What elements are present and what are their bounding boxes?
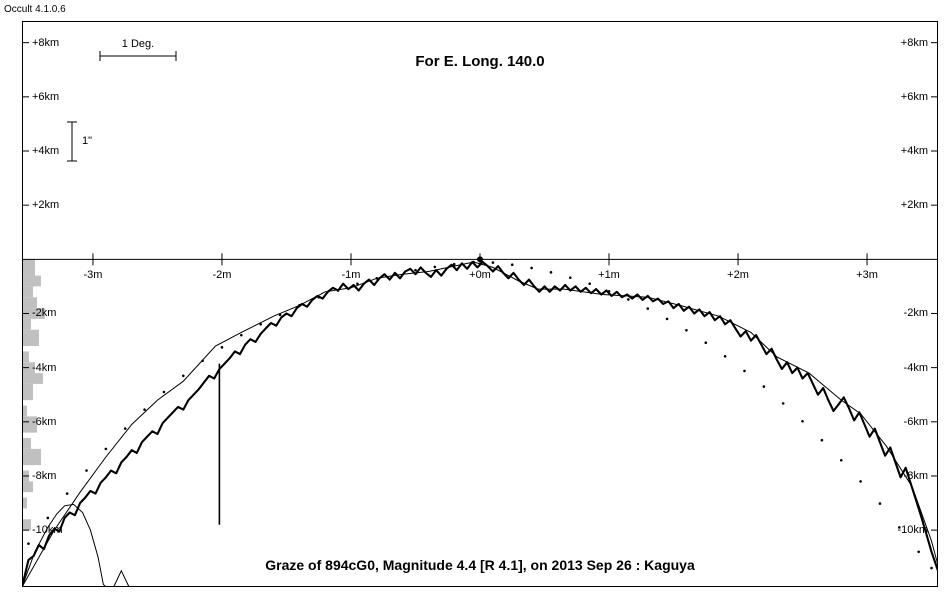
dotted-arc-point — [879, 502, 882, 505]
dotted-arc-point — [414, 269, 417, 272]
gray-bar — [23, 438, 31, 449]
dotted-arc-point — [666, 318, 669, 321]
dotted-arc-point — [569, 276, 572, 279]
gray-bar — [23, 286, 33, 297]
dotted-arc-point — [47, 517, 50, 520]
dotted-arc-point — [163, 391, 166, 394]
dotted-arc-point — [646, 307, 649, 310]
dotted-arc-point — [840, 459, 843, 462]
limb-profile — [22, 262, 938, 587]
gray-bar — [23, 319, 31, 330]
dotted-arc-point — [930, 567, 933, 570]
tick-label: -6km — [904, 416, 928, 428]
gray-bar — [23, 519, 31, 530]
gray-bar — [23, 330, 39, 346]
dotted-arc-point — [685, 329, 688, 332]
dotted-arc-point — [530, 267, 533, 270]
deg-scale-label: 1 Deg. — [122, 38, 154, 50]
dotted-arc-point — [66, 492, 69, 495]
secondary-curve — [22, 504, 129, 587]
dotted-arc-point — [859, 480, 862, 483]
tick-label: +4km — [32, 145, 59, 157]
tick-label: -2km — [904, 307, 928, 319]
plot-canvas — [0, 0, 950, 604]
dotted-arc-point — [917, 550, 920, 553]
gray-bar — [23, 384, 33, 400]
dotted-arc-point — [182, 374, 185, 377]
dotted-arc-point — [511, 263, 514, 266]
plot-title: For E. Long. 140.0 — [415, 53, 544, 70]
gray-bar — [23, 498, 27, 509]
gray-bar — [23, 259, 35, 275]
gray-bar — [23, 406, 27, 417]
tick-label: -8km — [32, 470, 56, 482]
dotted-arc-point — [588, 282, 591, 285]
tick-label: -6km — [32, 416, 56, 428]
dotted-arc-point — [492, 261, 495, 264]
gray-bar — [23, 449, 41, 465]
dotted-arc-point — [221, 346, 224, 349]
tick-label: +8km — [32, 37, 59, 49]
tick-label: +4km — [901, 145, 928, 157]
tick-label: -8km — [904, 470, 928, 482]
dotted-arc-point — [704, 341, 707, 344]
tick-label: +1m — [598, 269, 620, 281]
tick-label: +0m — [469, 269, 491, 281]
smooth-envelope — [22, 262, 938, 587]
tick-label: +2m — [727, 269, 749, 281]
tick-label: +2km — [32, 199, 59, 211]
gray-bar — [23, 373, 43, 384]
tick-label: +3m — [856, 269, 878, 281]
tick-label: -3m — [83, 269, 102, 281]
dotted-arc-point — [124, 427, 127, 430]
dotted-arc-point — [627, 298, 630, 301]
tick-label: +6km — [901, 91, 928, 103]
gray-bar — [23, 276, 41, 287]
gray-bar — [23, 351, 29, 362]
dotted-arc-point — [821, 439, 824, 442]
tick-label: -10km — [32, 524, 63, 536]
tick-label: -1m — [342, 269, 361, 281]
dotted-arc-point — [782, 402, 785, 405]
dotted-arc-point — [434, 266, 437, 269]
dotted-arc-point — [27, 542, 30, 545]
dotted-arc-point — [240, 334, 243, 337]
tick-label: -2km — [32, 307, 56, 319]
dotted-arc-point — [724, 355, 727, 358]
dotted-arc-point — [85, 469, 88, 472]
dotted-arc-point — [105, 448, 108, 451]
dotted-arc-point — [763, 385, 766, 388]
tick-label: +8km — [901, 37, 928, 49]
tick-label: +6km — [32, 91, 59, 103]
dotted-arc-point — [550, 271, 553, 274]
arcsec-scale-label: 1" — [82, 135, 92, 147]
tick-label: +2km — [901, 199, 928, 211]
gray-bar — [23, 481, 33, 492]
dotted-arc-point — [801, 420, 804, 423]
dotted-arc-point — [143, 408, 146, 411]
dotted-arc-point — [743, 370, 746, 373]
gray-bar — [23, 297, 37, 308]
tick-label: -2m — [212, 269, 231, 281]
tick-label: -10km — [897, 524, 928, 536]
plot-caption: Graze of 894cG0, Magnitude 4.4 [R 4.1], … — [265, 557, 694, 573]
tick-label: -4km — [904, 362, 928, 374]
tick-label: -4km — [32, 362, 56, 374]
